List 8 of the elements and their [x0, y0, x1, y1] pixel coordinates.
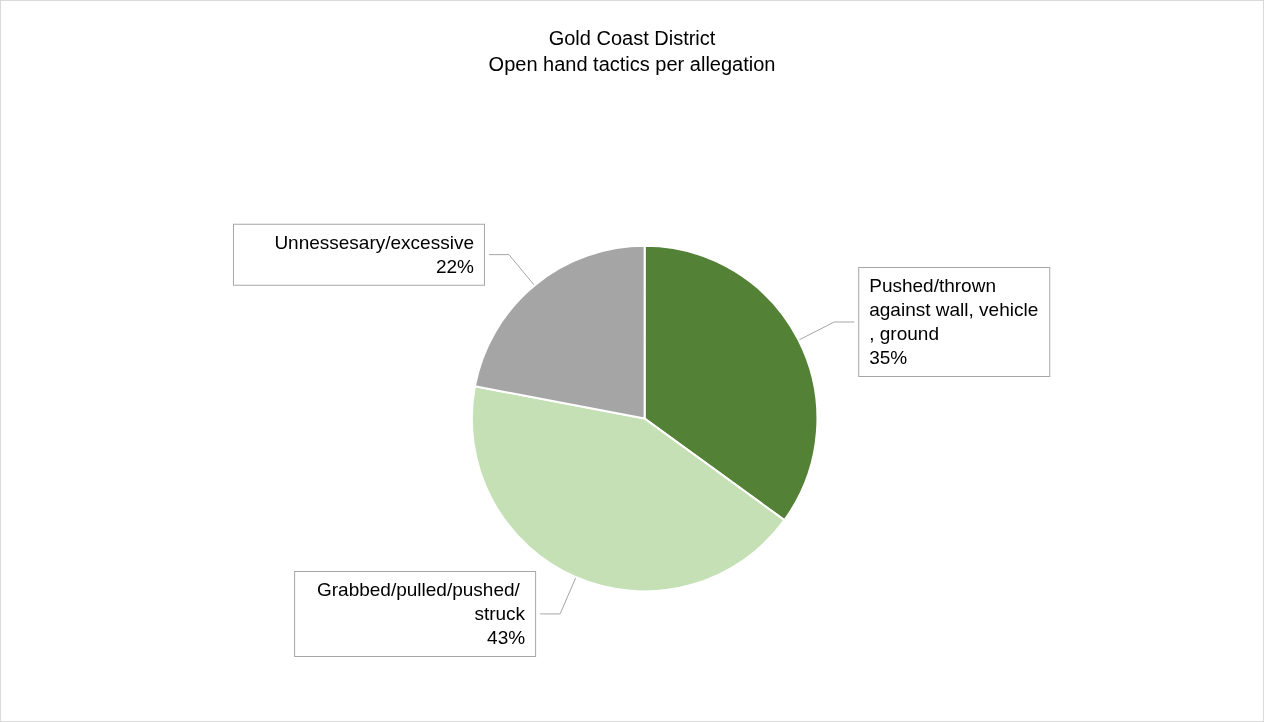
data-label: 35%: [869, 347, 908, 369]
slice-label: Pushed/thrown against wall, vehicle, ground: [869, 275, 1039, 345]
slice-label: Unnessesary/excessive: [274, 232, 474, 254]
data-label: 43%: [487, 627, 526, 649]
chart-title: Gold Coast District: [548, 27, 716, 49]
data-label: 22%: [435, 256, 475, 278]
chart-subtitle: Open hand tactics per allegation: [488, 53, 776, 75]
slice-label: Grabbed/pulled/pushed/ struck: [317, 579, 526, 625]
